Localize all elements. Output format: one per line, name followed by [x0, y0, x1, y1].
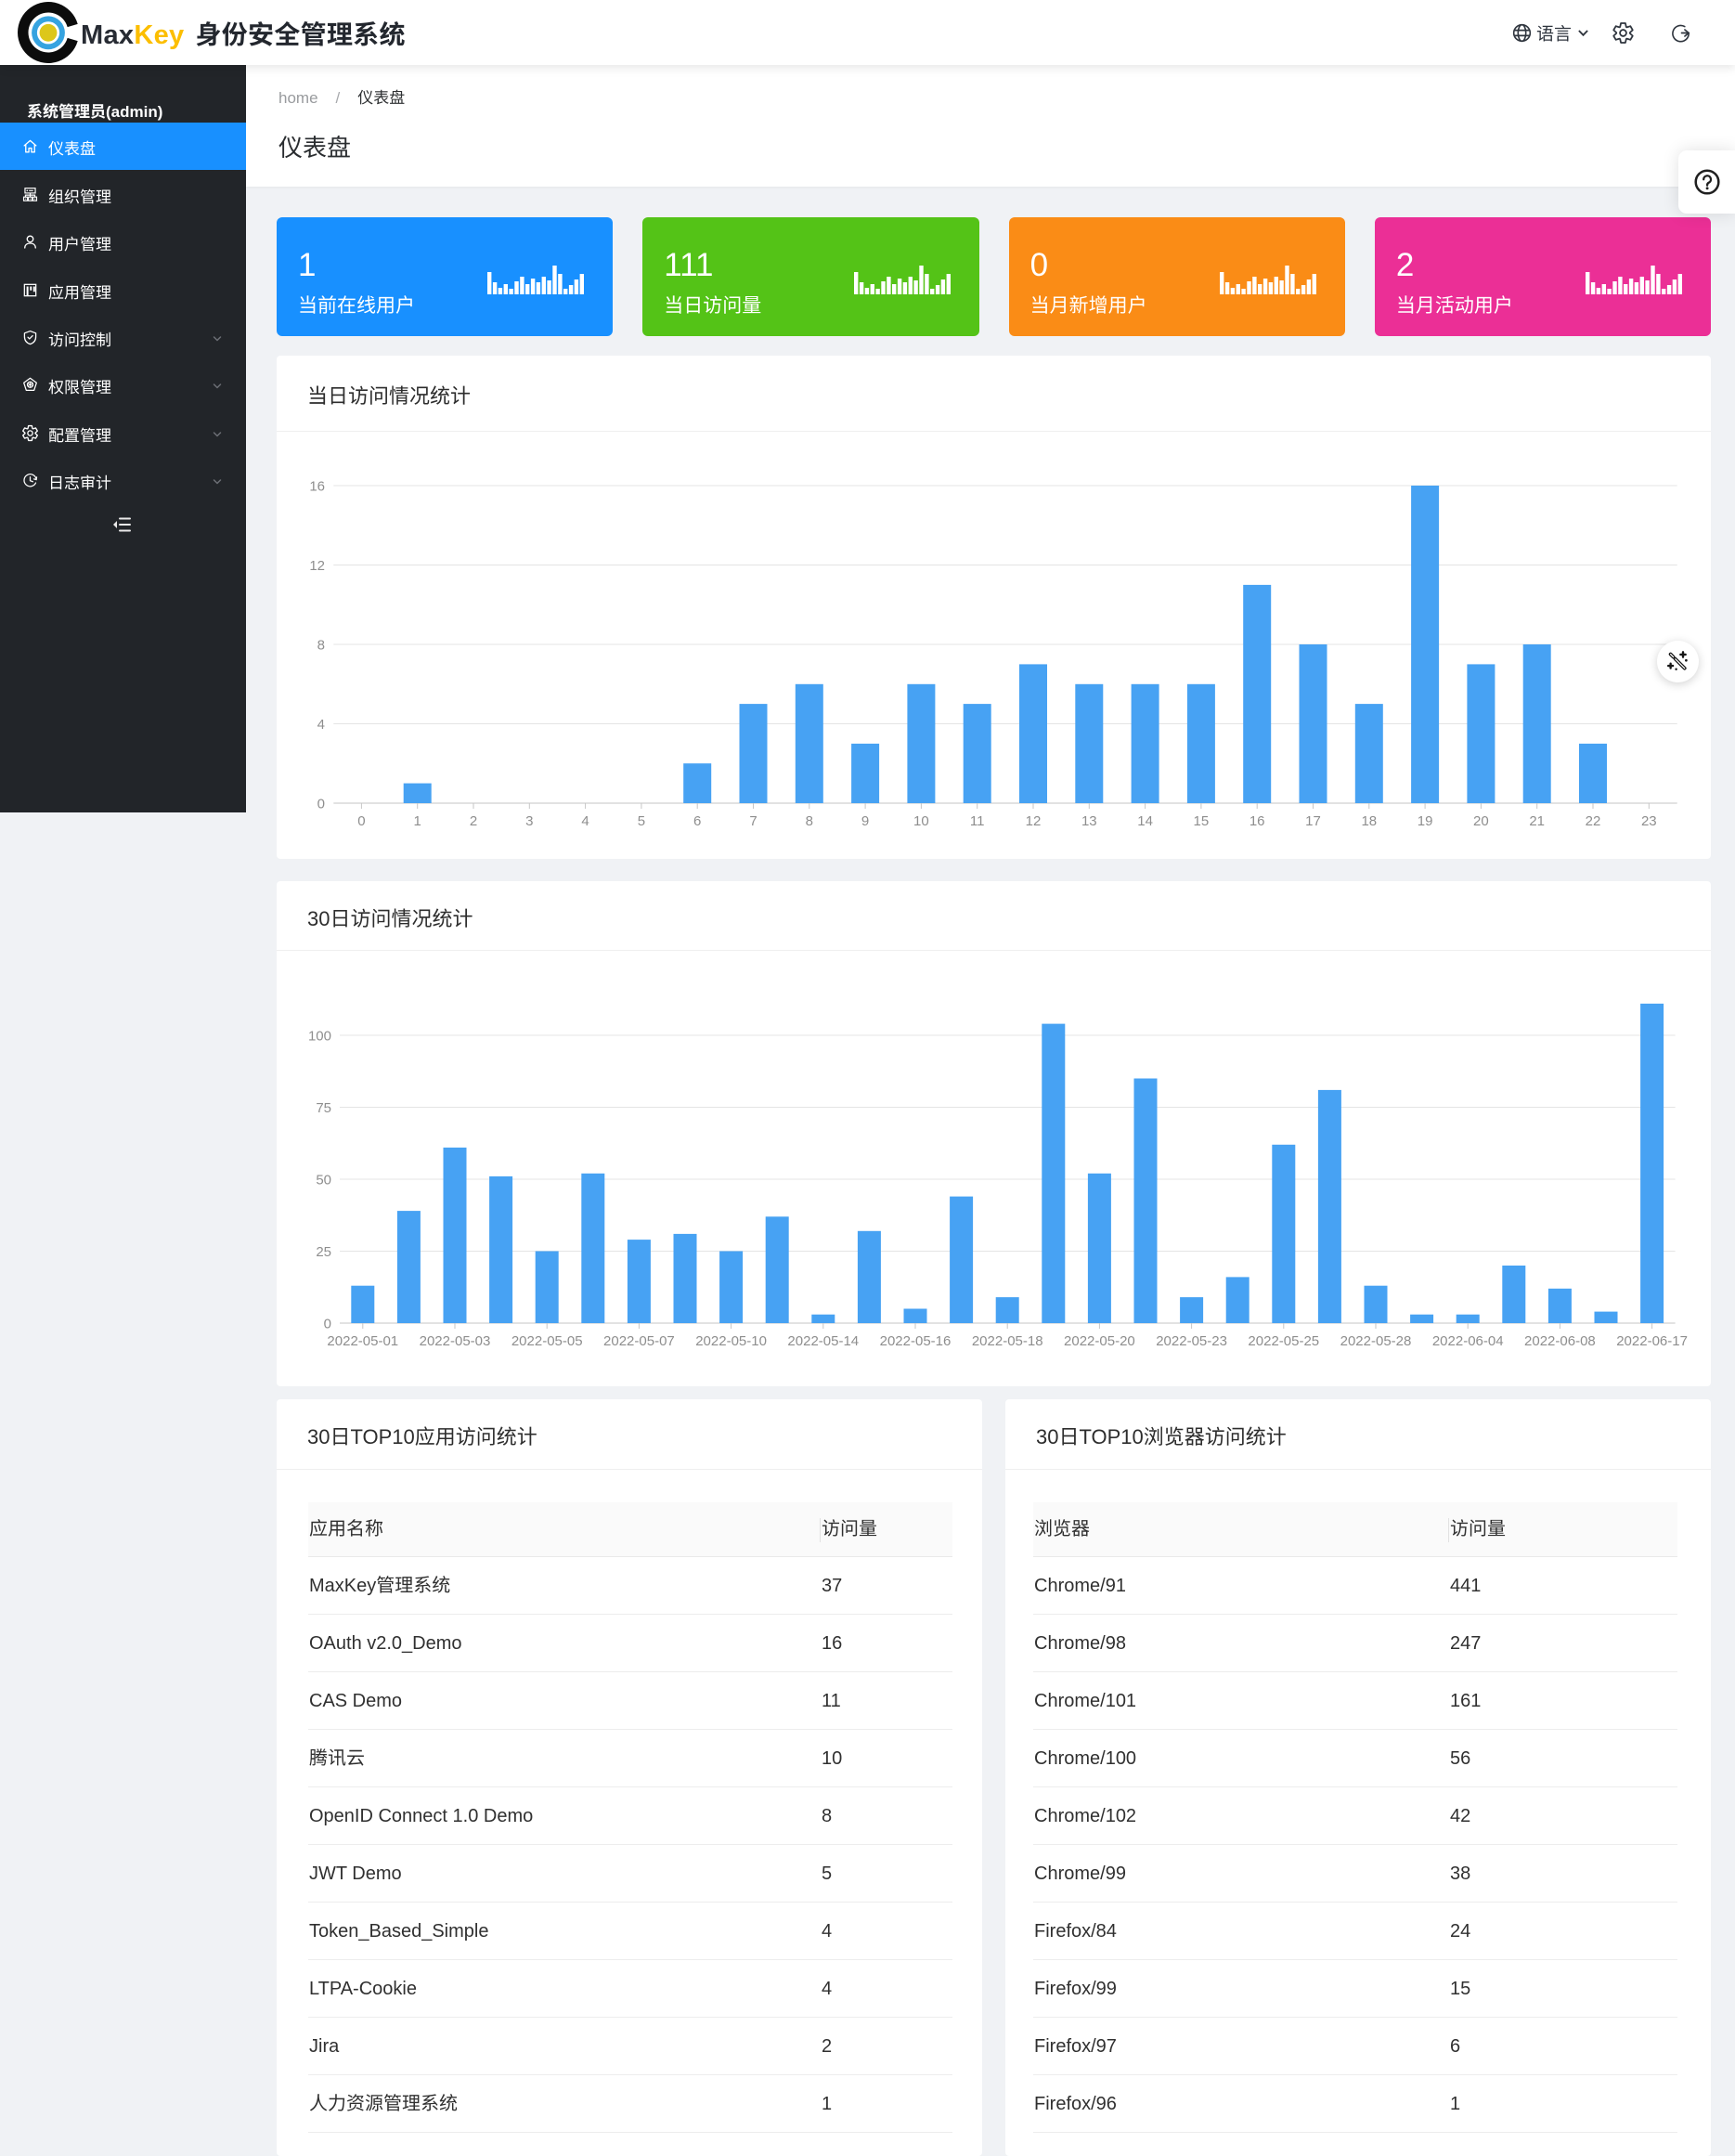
svg-text:18: 18 [1361, 813, 1377, 829]
svg-text:2022-05-01: 2022-05-01 [327, 1333, 398, 1349]
svg-text:10: 10 [913, 813, 929, 829]
svg-text:16: 16 [1249, 813, 1265, 829]
svg-text:4: 4 [581, 813, 589, 829]
svg-text:2022-05-03: 2022-05-03 [420, 1333, 491, 1349]
svg-text:2022-05-23: 2022-05-23 [1156, 1333, 1227, 1349]
svg-text:3: 3 [525, 813, 533, 829]
svg-text:2022-05-25: 2022-05-25 [1248, 1333, 1319, 1349]
svg-text:11: 11 [970, 813, 985, 829]
svg-text:8: 8 [806, 813, 813, 829]
svg-text:21: 21 [1529, 813, 1545, 829]
svg-text:16: 16 [309, 479, 325, 495]
svg-text:12: 12 [1026, 813, 1042, 829]
svg-text:4: 4 [317, 717, 325, 733]
svg-text:17: 17 [1305, 813, 1321, 829]
svg-text:2022-06-17: 2022-06-17 [1616, 1333, 1688, 1349]
svg-text:2022-05-18: 2022-05-18 [972, 1333, 1043, 1349]
svg-text:0: 0 [357, 813, 365, 829]
svg-text:2022-06-04: 2022-06-04 [1432, 1333, 1504, 1349]
svg-text:2022-06-08: 2022-06-08 [1524, 1333, 1596, 1349]
svg-text:15: 15 [1194, 813, 1210, 829]
svg-text:13: 13 [1081, 813, 1097, 829]
svg-text:0: 0 [324, 1317, 331, 1332]
svg-text:50: 50 [316, 1173, 331, 1188]
svg-text:2022-05-20: 2022-05-20 [1064, 1333, 1135, 1349]
svg-text:2022-05-28: 2022-05-28 [1340, 1333, 1412, 1349]
svg-text:1: 1 [414, 813, 421, 829]
svg-text:19: 19 [1418, 813, 1433, 829]
svg-text:25: 25 [316, 1244, 331, 1260]
svg-text:7: 7 [749, 813, 757, 829]
svg-text:0: 0 [317, 797, 325, 812]
svg-text:2022-05-05: 2022-05-05 [511, 1333, 583, 1349]
svg-text:2022-05-10: 2022-05-10 [695, 1333, 767, 1349]
svg-text:20: 20 [1473, 813, 1489, 829]
svg-text:6: 6 [693, 813, 701, 829]
svg-text:22: 22 [1586, 813, 1601, 829]
svg-text:2022-05-07: 2022-05-07 [603, 1333, 675, 1349]
svg-text:23: 23 [1641, 813, 1657, 829]
svg-text:14: 14 [1137, 813, 1153, 829]
svg-text:2: 2 [470, 813, 477, 829]
svg-text:12: 12 [309, 558, 325, 574]
svg-text:2022-05-14: 2022-05-14 [787, 1333, 859, 1349]
svg-text:75: 75 [316, 1100, 331, 1116]
svg-text:8: 8 [317, 638, 325, 654]
svg-text:2022-05-16: 2022-05-16 [880, 1333, 952, 1349]
svg-text:9: 9 [861, 813, 869, 829]
svg-text:5: 5 [638, 813, 645, 829]
svg-text:100: 100 [308, 1029, 331, 1045]
